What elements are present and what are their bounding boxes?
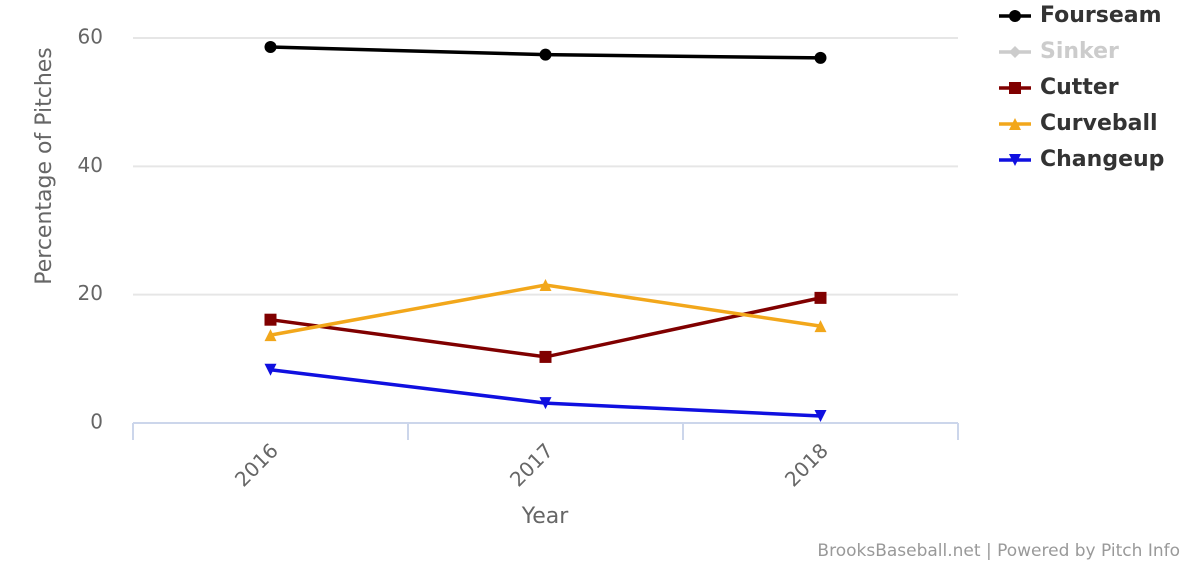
marker <box>1009 82 1021 94</box>
legend-label: Curveball <box>1040 111 1158 136</box>
marker <box>264 40 277 53</box>
legend-label: Cutter <box>1040 75 1119 100</box>
series-line <box>270 283 821 337</box>
x-tick-label: 2018 <box>780 438 833 491</box>
legend-label: Fourseam <box>1040 3 1162 28</box>
marker <box>1009 10 1021 22</box>
credits: BrooksBaseball.net | Powered by Pitch In… <box>817 541 1180 561</box>
marker <box>264 313 277 326</box>
marker <box>1009 154 1021 166</box>
marker <box>814 320 827 333</box>
x-axis-title: Year <box>521 504 570 529</box>
y-tick-label: 40 <box>78 153 103 177</box>
marker <box>539 48 552 61</box>
y-axis-title: Percentage of Pitches <box>32 47 57 285</box>
marker <box>814 51 827 64</box>
marker <box>814 409 827 422</box>
marker <box>264 329 277 342</box>
y-tick-label: 20 <box>78 281 103 305</box>
marker <box>539 397 552 410</box>
marker <box>264 363 277 376</box>
legend-label: Changeup <box>1040 147 1164 172</box>
marker <box>539 350 552 363</box>
marker <box>814 291 827 304</box>
x-tick-label: 2016 <box>230 438 283 491</box>
marker <box>1009 46 1021 58</box>
series-line <box>270 296 821 359</box>
marker <box>1009 118 1021 130</box>
y-tick-label: 60 <box>78 25 103 49</box>
legend-label: Sinker <box>1040 39 1119 64</box>
marker <box>539 279 552 292</box>
y-tick-label: 0 <box>90 410 103 434</box>
x-tick-label: 2017 <box>505 438 558 491</box>
